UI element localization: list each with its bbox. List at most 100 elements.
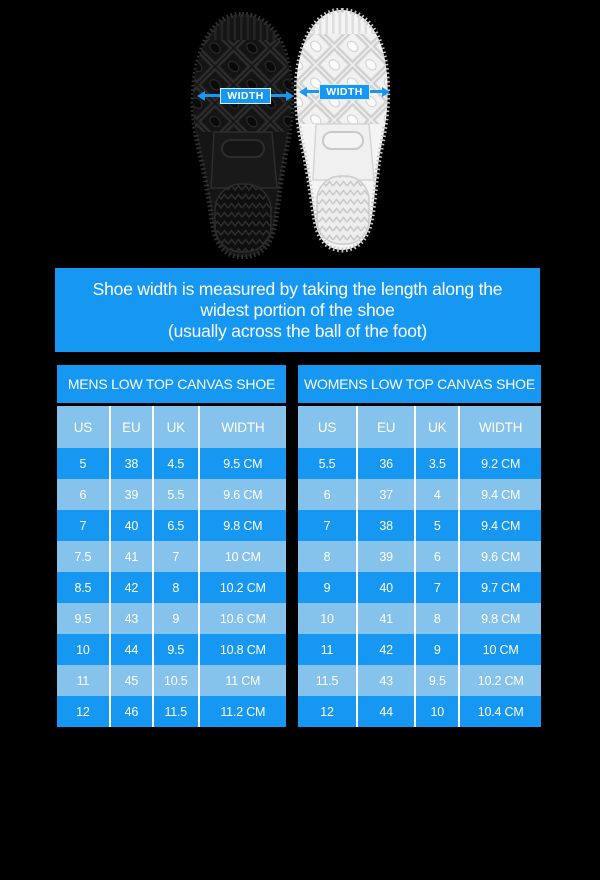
table-cell: 7.5	[57, 541, 111, 572]
table-cell: 9.4 CM	[481, 487, 521, 502]
table-cell: 9.2 CM	[481, 456, 521, 471]
table-row: 11 45 10.5 11 CM	[57, 665, 286, 696]
table-cell: 7	[416, 572, 461, 603]
table-cell: 12	[57, 696, 111, 727]
table-cell: 40	[358, 572, 417, 603]
banner-line: (usually across the ball of the foot)	[167, 320, 428, 341]
header-cell: UK	[416, 406, 461, 448]
width-arrow-right: WIDTH	[299, 83, 391, 100]
table-cell: 9.4 CM	[481, 518, 521, 533]
table-row: 8 39 6 9.6 CM	[298, 541, 541, 572]
arrowhead-left-icon	[197, 90, 205, 101]
table-row: 10 44 9.5 10.8 CM	[57, 634, 286, 665]
table-cell: 8.5	[57, 572, 111, 603]
header-cell: EU	[111, 406, 154, 448]
arrow-line	[270, 94, 287, 97]
table-cell: 9	[298, 572, 359, 603]
table-cell: 39	[358, 541, 417, 572]
table-cell: 10	[298, 603, 359, 634]
arrowhead-right-icon	[382, 86, 391, 97]
womens-size-table: WOMENS LOW TOP CANVAS SHOE US EU UK WIDTH 5…	[298, 365, 541, 727]
table-cell: 9	[154, 603, 200, 634]
table-row: 7.5 41 7 10 CM	[57, 541, 286, 572]
white-sole-image	[293, 8, 391, 253]
table-cell: 5	[57, 448, 111, 479]
table-cell: 10.5	[154, 665, 200, 696]
banner-line: Shoe width is measured by taking the len…	[92, 278, 503, 299]
sole-diagram: WIDTH WIDTH	[0, 0, 600, 266]
table-cell: 43	[358, 665, 417, 696]
table-row: 10 41 8 9.8 CM	[298, 603, 541, 634]
table-cell: 5.5	[298, 448, 359, 479]
measurement-info-banner: Shoe width is measured by taking the len…	[55, 268, 540, 352]
table-cell: 9.6 CM	[223, 487, 263, 502]
table-cell: 11 CM	[225, 673, 261, 688]
table-cell: 8	[154, 572, 200, 603]
table-title: WOMENS LOW TOP CANVAS SHOE	[298, 365, 541, 403]
table-row: 9.5 43 9 10.6 CM	[57, 603, 286, 634]
table-cell: 10.6 CM	[219, 611, 266, 626]
table-cell: 8	[416, 603, 461, 634]
table-cell: 10 CM	[224, 549, 261, 564]
width-arrow-left: WIDTH	[197, 87, 295, 104]
table-cell: 40	[111, 510, 154, 541]
table-header-row: US EU UK WIDTH	[57, 406, 286, 448]
table-cell: 6	[298, 479, 359, 510]
table-cell: 9.5 CM	[223, 456, 263, 471]
table-body: 5.5 36 3.5 9.2 CM 6 37 4 9.4 CM 7 38 5 9.4 CM 8 39 6 9.…	[298, 448, 541, 727]
header-cell: EU	[358, 406, 417, 448]
size-tables: MENS LOW TOP CANVAS SHOE US EU UK WIDTH 5 38…	[57, 365, 541, 727]
table-cell: 45	[111, 665, 154, 696]
table-cell: 6.5	[154, 510, 200, 541]
table-cell: 41	[111, 541, 154, 572]
table-cell: 36	[358, 448, 417, 479]
width-label: WIDTH	[220, 87, 271, 104]
table-row: 6 37 4 9.4 CM	[298, 479, 541, 510]
width-label: WIDTH	[319, 83, 370, 100]
table-cell: 9.8 CM	[481, 611, 521, 626]
table-row: 6 39 5.5 9.6 CM	[57, 479, 286, 510]
table-cell: 6	[416, 541, 461, 572]
table-cell: 37	[358, 479, 417, 510]
header-cell: UK	[154, 406, 200, 448]
table-cell: 9.6 CM	[481, 549, 521, 564]
table-cell: 42	[358, 634, 417, 665]
table-cell: 11	[298, 634, 359, 665]
table-cell: 10.4 CM	[477, 704, 524, 719]
mens-size-table: MENS LOW TOP CANVAS SHOE US EU UK WIDTH 5 38…	[57, 365, 286, 727]
table-cell: 4	[416, 479, 461, 510]
table-header-row: US EU UK WIDTH	[298, 406, 541, 448]
table-cell: 7	[57, 510, 111, 541]
table-title: MENS LOW TOP CANVAS SHOE	[57, 365, 286, 403]
table-row: 11.5 43 9.5 10.2 CM	[298, 665, 541, 696]
table-cell: 38	[111, 448, 154, 479]
arrowhead-right-icon	[286, 90, 295, 101]
arrow-line	[369, 90, 383, 93]
table-cell: 8	[298, 541, 359, 572]
table-cell: 4.5	[154, 448, 200, 479]
table-row: 9 40 7 9.7 CM	[298, 572, 541, 603]
table-cell: 6	[57, 479, 111, 510]
table-cell: 43	[111, 603, 154, 634]
table-body: 5 38 4.5 9.5 CM 6 39 5.5 9.6 CM 7 40 6.5 9.8 CM 7.5 4…	[57, 448, 286, 727]
table-row: 5 38 4.5 9.5 CM	[57, 448, 286, 479]
header-cell: US	[298, 406, 359, 448]
table-row: 7 40 6.5 9.8 CM	[57, 510, 286, 541]
table-cell: 9.5	[57, 603, 111, 634]
table-cell: 10 CM	[482, 642, 519, 657]
table-cell: 10	[416, 696, 461, 727]
table-cell: 39	[111, 479, 154, 510]
header-cell: WIDTH	[479, 419, 523, 435]
table-row: 12 44 10 10.4 CM	[298, 696, 541, 727]
table-cell: 7	[154, 541, 200, 572]
table-row: 5.5 36 3.5 9.2 CM	[298, 448, 541, 479]
table-cell: 5.5	[154, 479, 200, 510]
arrow-line	[307, 90, 320, 93]
arrowhead-left-icon	[299, 86, 307, 97]
table-cell: 12	[298, 696, 359, 727]
table-cell: 9.8 CM	[223, 518, 263, 533]
table-cell: 10.2 CM	[219, 580, 266, 595]
table-cell: 9.7 CM	[481, 580, 521, 595]
table-cell: 41	[358, 603, 417, 634]
